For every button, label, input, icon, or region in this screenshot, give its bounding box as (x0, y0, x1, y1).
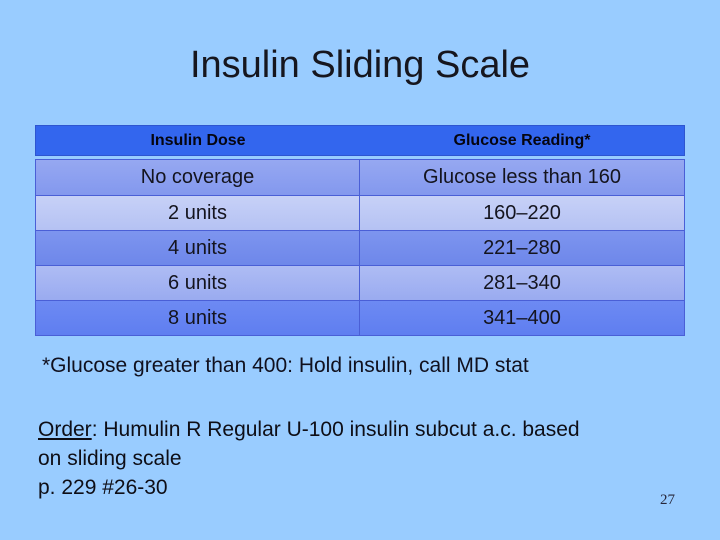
glucose-cell: 160–220 (483, 202, 561, 224)
table-row: 8 units 341–400 (36, 300, 684, 335)
table-row: No coverage Glucose less than 160 (36, 160, 684, 195)
slide-title: Insulin Sliding Scale (189, 44, 531, 86)
glucose-cell: 221–280 (483, 237, 561, 259)
column-header-insulin-dose: Insulin Dose (150, 132, 246, 149)
glucose-cell: Glucose less than 160 (423, 166, 621, 188)
order-line3: p. 229 #26-30 (38, 476, 168, 499)
page-number: 27 (660, 492, 675, 508)
order-rest: : Humulin R Regular U-100 insulin subcut… (91, 418, 580, 441)
dose-cell: 4 units (36, 231, 360, 265)
glucose-cell: 281–340 (483, 272, 561, 294)
insulin-sliding-scale-table: Insulin Dose Glucose Reading* No coverag… (35, 125, 685, 336)
table-row: 2 units 160–220 (36, 195, 684, 230)
order-text: Order: Humulin R Regular U-100 insulin s… (38, 415, 678, 502)
table-row: 6 units 281–340 (36, 265, 684, 300)
dose-cell: 2 units (36, 196, 360, 230)
dose-cell: 8 units (36, 301, 360, 335)
dose-cell: 6 units (36, 266, 360, 300)
dose-cell: No coverage (36, 160, 360, 195)
column-header-glucose-reading: Glucose Reading* (453, 132, 591, 149)
table-row: 4 units 221–280 (36, 230, 684, 265)
table-body: No coverage Glucose less than 160 2 unit… (35, 159, 685, 336)
glucose-footnote: *Glucose greater than 400: Hold insulin,… (42, 354, 529, 377)
order-line2: on sliding scale (38, 447, 182, 470)
glucose-cell: 341–400 (483, 307, 561, 329)
table-header-row: Insulin Dose Glucose Reading* (35, 125, 685, 156)
order-label: Order (38, 418, 92, 441)
